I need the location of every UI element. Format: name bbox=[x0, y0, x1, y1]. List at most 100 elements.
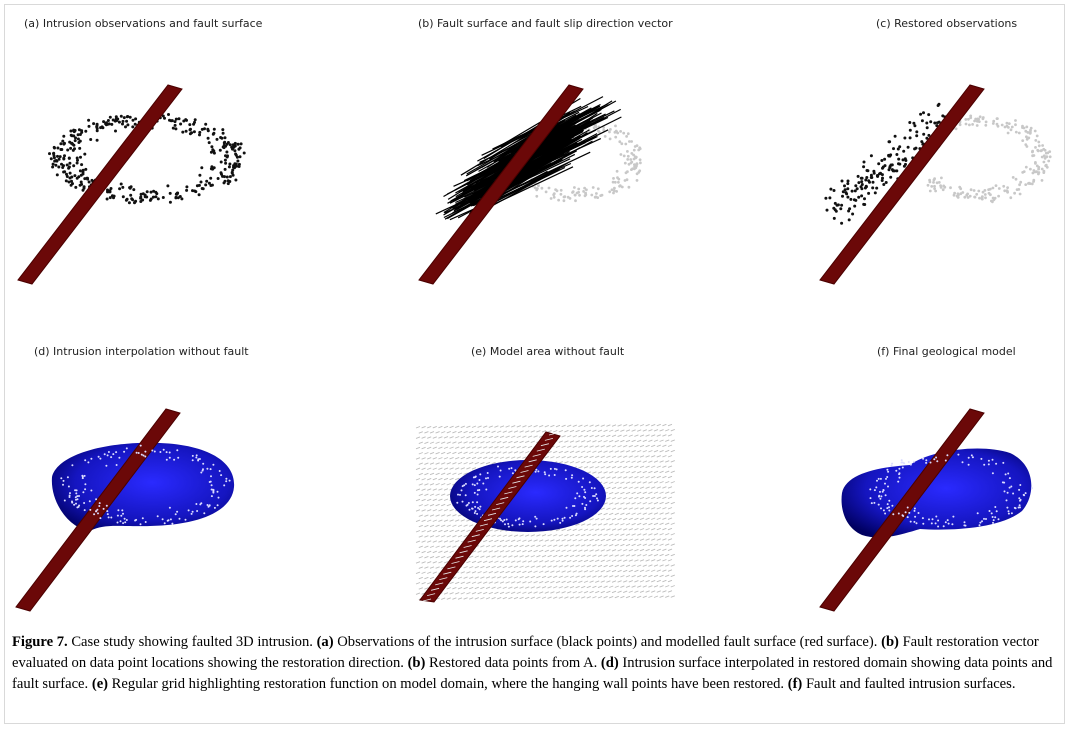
white-point bbox=[556, 517, 559, 520]
restored-point bbox=[915, 134, 919, 138]
grid-point bbox=[667, 455, 673, 458]
grid-point bbox=[438, 436, 443, 439]
grid-point bbox=[474, 441, 479, 444]
observation-point bbox=[76, 158, 79, 162]
grid-point bbox=[511, 425, 516, 428]
white-point bbox=[521, 523, 524, 526]
grid-point bbox=[513, 544, 519, 548]
grid-point bbox=[530, 430, 535, 433]
grid-point bbox=[457, 451, 463, 455]
grid-point bbox=[561, 549, 566, 552]
observation-point bbox=[173, 123, 177, 127]
white-point bbox=[563, 516, 566, 519]
restored-point bbox=[922, 111, 925, 115]
grid-point bbox=[452, 524, 457, 527]
grid-point bbox=[606, 528, 611, 531]
white-point bbox=[477, 507, 480, 509]
grey-point bbox=[637, 148, 641, 152]
restored-point bbox=[927, 113, 931, 117]
white-point bbox=[991, 516, 994, 518]
grid-point bbox=[603, 471, 608, 474]
restored-point bbox=[927, 133, 931, 137]
white-point bbox=[584, 506, 586, 509]
grid-point bbox=[592, 533, 597, 537]
grid-point bbox=[645, 538, 650, 541]
restored-point bbox=[840, 221, 844, 225]
grid-point bbox=[429, 524, 435, 528]
grid-point bbox=[662, 517, 667, 520]
grid-point bbox=[634, 528, 639, 531]
grid-point bbox=[603, 564, 608, 568]
white-point bbox=[125, 447, 128, 450]
grid-point bbox=[432, 488, 437, 491]
grid-point bbox=[625, 450, 631, 453]
grid-point bbox=[452, 472, 457, 475]
grid-point bbox=[578, 559, 583, 563]
observation-point bbox=[113, 119, 117, 123]
grid-point bbox=[623, 549, 628, 552]
restored-point bbox=[841, 190, 845, 194]
white-point bbox=[901, 514, 904, 517]
white-point bbox=[75, 489, 78, 492]
white-point bbox=[98, 505, 101, 507]
grid-point bbox=[659, 439, 664, 442]
grid-point bbox=[555, 549, 561, 553]
grey-point bbox=[990, 199, 993, 203]
observation-point bbox=[57, 165, 61, 169]
grid-point bbox=[483, 435, 488, 439]
grid-point bbox=[600, 434, 605, 438]
grid-point bbox=[415, 457, 421, 460]
grid-point bbox=[418, 587, 423, 590]
observation-point bbox=[107, 122, 111, 126]
observation-point bbox=[210, 165, 214, 169]
grid-point bbox=[667, 538, 673, 541]
white-point bbox=[216, 504, 219, 507]
grid-point bbox=[435, 555, 440, 559]
grid-point bbox=[438, 550, 443, 554]
grid-point bbox=[575, 544, 580, 547]
grid-point bbox=[553, 534, 558, 537]
grid-point bbox=[424, 514, 429, 517]
grid-point bbox=[670, 543, 675, 546]
grey-point bbox=[608, 190, 612, 194]
grid-point bbox=[569, 533, 575, 537]
grey-point bbox=[578, 193, 581, 197]
observation-point bbox=[219, 160, 223, 164]
grid-point bbox=[497, 451, 502, 454]
grid-point bbox=[530, 586, 535, 589]
grey-point bbox=[930, 185, 934, 188]
white-point bbox=[582, 477, 585, 480]
white-point bbox=[112, 453, 115, 456]
grey-point bbox=[609, 128, 612, 131]
grid-point bbox=[620, 543, 625, 547]
grid-point bbox=[541, 544, 547, 547]
grid-point bbox=[653, 595, 659, 598]
grid-point bbox=[617, 465, 622, 469]
white-point bbox=[900, 459, 903, 462]
observation-point bbox=[197, 193, 201, 197]
grid-point bbox=[603, 575, 608, 578]
white-point bbox=[555, 468, 558, 471]
observation-point bbox=[119, 182, 123, 186]
grid-point bbox=[653, 585, 659, 588]
observation-point bbox=[87, 124, 91, 128]
grey-point bbox=[1040, 155, 1044, 159]
white-point bbox=[165, 451, 168, 454]
grid-point bbox=[583, 434, 589, 438]
restored-point bbox=[857, 181, 861, 185]
restored-point bbox=[884, 181, 888, 184]
grid-point bbox=[656, 444, 661, 448]
data-points-white bbox=[869, 453, 1033, 528]
grid-point bbox=[651, 538, 656, 541]
grid-point bbox=[469, 441, 474, 444]
white-point bbox=[62, 483, 64, 486]
white-point bbox=[110, 456, 113, 459]
observation-point bbox=[184, 118, 188, 122]
grid-point bbox=[558, 429, 563, 433]
restored-point bbox=[941, 114, 945, 118]
grid-point bbox=[639, 559, 645, 562]
grid-point bbox=[452, 514, 457, 517]
grid-point bbox=[427, 425, 432, 429]
grid-point bbox=[667, 548, 673, 552]
grid-point bbox=[516, 570, 521, 574]
